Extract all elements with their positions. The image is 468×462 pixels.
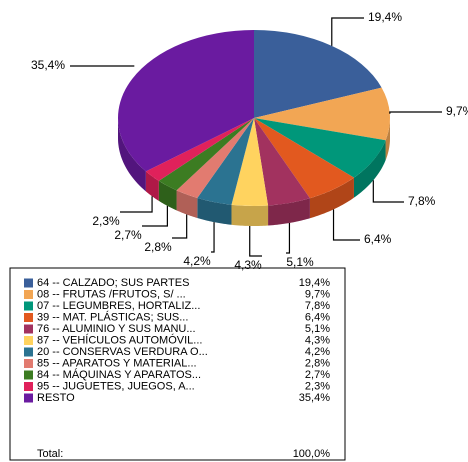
slice-side-shade [176,190,198,218]
leader-line [331,17,364,46]
legend-label: 39 -- MAT. PLÁSTICAS; SUS... [37,310,188,323]
legend-swatch [24,278,33,288]
slice-side-shade [145,171,159,201]
legend-swatch [24,336,33,345]
legend-value: 2,3% [305,380,330,392]
legend-label: 64 -- CALZADO; SUS PARTES [37,277,189,289]
data-label: 2,7% [114,228,142,242]
legend-label: 08 -- FRUTAS /FRUTOS, S/ ... [37,288,186,300]
legend-value: 2,8% [305,357,330,369]
data-label: 2,3% [92,214,120,228]
slice [117,29,254,172]
leader-line [142,205,168,227]
data-label: 7,8% [408,194,436,208]
data-label: 19,4% [368,10,402,24]
leader-line [389,111,442,114]
total-label: Total: [37,448,63,460]
slice-side [197,197,232,225]
slice-side [118,118,146,192]
legend-label: 85 -- APARATOS Y MATERIAL... [37,357,197,369]
data-label: 6,4% [364,232,392,246]
legend-value: 4,3% [305,334,330,346]
slice-side-shade [309,177,354,219]
leader-line [211,222,215,253]
legend-label: 76 -- ALUMINIO Y SUS MANU... [37,323,196,335]
total-value: 100,0% [293,448,331,460]
slice-side-shade [197,197,232,225]
slice-side [176,190,198,218]
slice [254,87,390,141]
slice [176,118,254,198]
slice [197,118,254,205]
slice-side [385,118,390,161]
leader-line [372,180,404,203]
slice-side [158,180,177,211]
slice-side [145,171,159,201]
data-label: 2,8% [144,240,172,254]
slice-side-shade [385,118,390,161]
legend-swatch [24,359,33,368]
leader-line [332,209,360,241]
data-label: 35,4% [31,58,65,72]
slice-side [231,204,269,226]
slice [158,118,254,191]
legend-value: 4,2% [305,346,330,358]
legend-label: 84 -- MÁQUINAS Y APARATOS... [37,368,201,381]
data-label: 4,3% [234,258,262,272]
legend-value: 5,1% [305,323,330,335]
slice-side [268,198,310,226]
legend-swatch [24,393,33,403]
legend-swatch [24,347,33,357]
slice-side [309,177,354,219]
legend-value: 6,4% [305,311,330,323]
legend-value: 19,4% [299,277,330,289]
data-label: 4,2% [183,254,211,268]
leader-line [286,222,291,254]
legend-swatch [24,370,33,380]
data-label: 9,7% [446,104,468,118]
legend-label: RESTO [37,392,75,404]
legend-swatch [24,324,33,334]
data-label: 5,1% [286,255,314,269]
legend-label: 20 -- CONSERVAS VERDURA O... [37,346,208,358]
legend-swatch [24,290,33,299]
leader-line [120,196,153,213]
slice-side-shade [158,180,177,211]
slice [254,118,310,206]
legend-label: 07 -- LEGUMBRES, HORTALIZ... [37,300,200,312]
slice-side [353,140,386,198]
legend-value: 7,8% [305,300,330,312]
slice [254,118,386,178]
slice-side-shade [353,140,386,198]
leader-line [249,225,262,257]
slice-side-shade [118,118,146,192]
slice [254,30,382,118]
slice-side-shade [268,198,310,226]
legend-box [9,267,346,461]
legend-swatch [24,382,33,391]
legend-swatch [24,301,33,311]
legend-value: 9,7% [305,288,330,300]
legend-label: 95 -- JUGUETES, JUEGOS, A... [37,380,195,392]
legend-label: 87 -- VEHÍCULOS AUTOMÓVIL... [37,333,202,346]
legend-value: 2,7% [305,369,330,381]
leader-line [172,214,188,239]
slice [231,118,269,207]
slice [254,118,354,199]
slice-side-shade [231,204,269,226]
legend-value: 35,4% [299,392,330,404]
legend-swatch [24,313,33,322]
slice [145,118,254,181]
